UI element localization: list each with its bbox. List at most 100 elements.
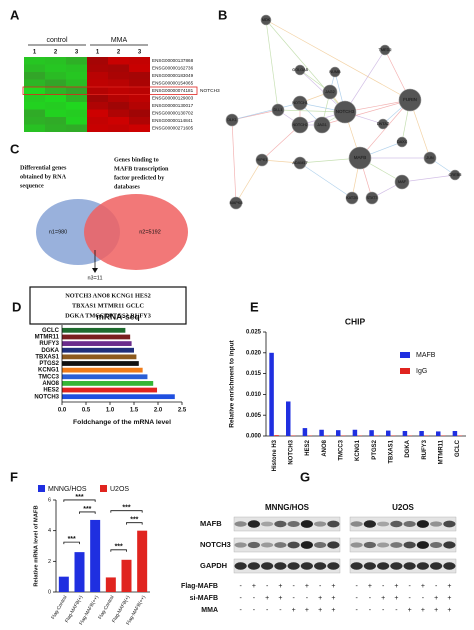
significance-bracket bbox=[63, 541, 80, 545]
protein-label: NOTCH3 bbox=[200, 540, 231, 549]
y-tick-label: TBXAS1 bbox=[35, 354, 59, 360]
significance-bracket bbox=[63, 499, 96, 502]
y-tick-label: 0.000 bbox=[246, 434, 262, 440]
panel-label: D bbox=[12, 299, 21, 314]
x-tick-label: NOTCH3 bbox=[289, 439, 295, 464]
heatmap-cell bbox=[87, 87, 108, 95]
bar bbox=[62, 341, 132, 346]
blot-band bbox=[416, 520, 429, 528]
heatmap-cell bbox=[24, 109, 45, 117]
treatment-sign: + bbox=[318, 595, 322, 602]
heatmap-cell bbox=[108, 102, 129, 110]
heatmap-cell bbox=[66, 94, 87, 102]
legend-label: MAFB bbox=[416, 352, 436, 359]
heatmap-cell bbox=[45, 117, 66, 125]
bar bbox=[62, 334, 131, 340]
treatment-sign: + bbox=[305, 583, 309, 590]
blot-band bbox=[287, 541, 300, 549]
blot-band bbox=[314, 542, 327, 548]
network-edge bbox=[344, 49, 386, 113]
significance-label: *** bbox=[122, 505, 130, 512]
heatmap-cell bbox=[45, 109, 66, 117]
treatment-sign: - bbox=[266, 583, 269, 590]
y-tick-label: PTGS2 bbox=[39, 361, 59, 367]
network-edge bbox=[235, 159, 263, 204]
treatment-sign: - bbox=[382, 607, 385, 614]
x-tick-label: PTGS2 bbox=[372, 439, 378, 459]
treatment-sign: + bbox=[305, 607, 309, 614]
x-tick-label: Histone H3 bbox=[272, 439, 278, 471]
blot-band bbox=[274, 520, 287, 528]
heatmap-cell bbox=[66, 117, 87, 125]
heatmap-cell bbox=[129, 57, 150, 65]
blot-band bbox=[403, 541, 416, 549]
bar bbox=[274, 435, 279, 436]
treatment-sign: - bbox=[279, 607, 282, 614]
heatmap-cell bbox=[24, 57, 45, 65]
treatment-sign: + bbox=[447, 607, 451, 614]
treatment-label: MMA bbox=[201, 607, 218, 614]
x-tick-label: KCNG1 bbox=[355, 439, 361, 461]
legend-label: MNNG/HOS bbox=[48, 486, 87, 493]
network-node bbox=[348, 146, 372, 170]
bar bbox=[436, 431, 441, 436]
gene-id: ENSG00000183049 bbox=[152, 73, 194, 78]
network-edge bbox=[265, 19, 411, 101]
node-label: DAXX bbox=[397, 140, 408, 144]
gene-list: NOTCH3 ANO8 KCNG1 HES2 bbox=[65, 292, 151, 299]
node-label: DLK1 bbox=[227, 118, 237, 122]
panel-label: E bbox=[250, 299, 259, 314]
blot-band bbox=[430, 542, 443, 548]
bar bbox=[269, 352, 274, 436]
heatmap-cell bbox=[87, 117, 108, 125]
heatmap-cell bbox=[108, 79, 129, 87]
y-tick-label: 0 bbox=[48, 589, 51, 595]
venn-caption: factor predicted by bbox=[114, 174, 165, 181]
significance-label: *** bbox=[75, 494, 83, 501]
heatmap-cell bbox=[129, 117, 150, 125]
bar bbox=[402, 431, 408, 436]
blot-band bbox=[247, 562, 260, 570]
heatmap-cell bbox=[87, 64, 108, 72]
venn-count: n1=980 bbox=[49, 229, 68, 235]
blot-band bbox=[287, 521, 300, 527]
column-label: 2 bbox=[117, 50, 121, 56]
x-tick-label: 0.0 bbox=[58, 408, 67, 414]
bar bbox=[105, 577, 116, 592]
node-label: NUMB bbox=[329, 70, 341, 74]
node-label: MAF bbox=[398, 180, 407, 184]
treatment-sign: + bbox=[368, 583, 372, 590]
significance-label: *** bbox=[130, 517, 138, 524]
treatment-sign: + bbox=[447, 595, 451, 602]
gene-id: ENSG00000130017 bbox=[152, 103, 194, 108]
y-tick-label: DGKA bbox=[41, 348, 59, 354]
heatmap-cell bbox=[108, 109, 129, 117]
significance-bracket bbox=[110, 549, 127, 552]
gene-id: ENSG00000271605 bbox=[152, 125, 194, 130]
blot-band bbox=[327, 562, 340, 570]
heatmap-cell bbox=[108, 72, 129, 80]
network-node bbox=[394, 174, 410, 190]
protein-label: GAPDH bbox=[200, 561, 227, 570]
treatment-sign: - bbox=[239, 595, 242, 602]
y-tick-label: 0.015 bbox=[246, 371, 262, 377]
blot-band bbox=[300, 520, 313, 528]
network-node bbox=[225, 113, 239, 127]
heatmap-cell bbox=[24, 64, 45, 72]
network-node bbox=[365, 191, 379, 205]
heatmap-cell bbox=[129, 64, 150, 72]
cell-line-label: U2OS bbox=[392, 503, 414, 512]
blot-band bbox=[363, 541, 376, 549]
heatmap-cell bbox=[129, 102, 150, 110]
blot-band bbox=[300, 562, 313, 570]
heatmap-cell bbox=[45, 64, 66, 72]
treatment-sign: + bbox=[292, 607, 296, 614]
blot-strip bbox=[349, 558, 457, 574]
blot-strip bbox=[233, 537, 341, 553]
heatmap-cell bbox=[45, 79, 66, 87]
network-node bbox=[345, 191, 359, 205]
significance-bracket bbox=[79, 511, 96, 514]
y-tick-label: 0.020 bbox=[246, 350, 262, 356]
venn-arrowhead bbox=[92, 268, 98, 273]
blot-strip bbox=[349, 537, 457, 553]
